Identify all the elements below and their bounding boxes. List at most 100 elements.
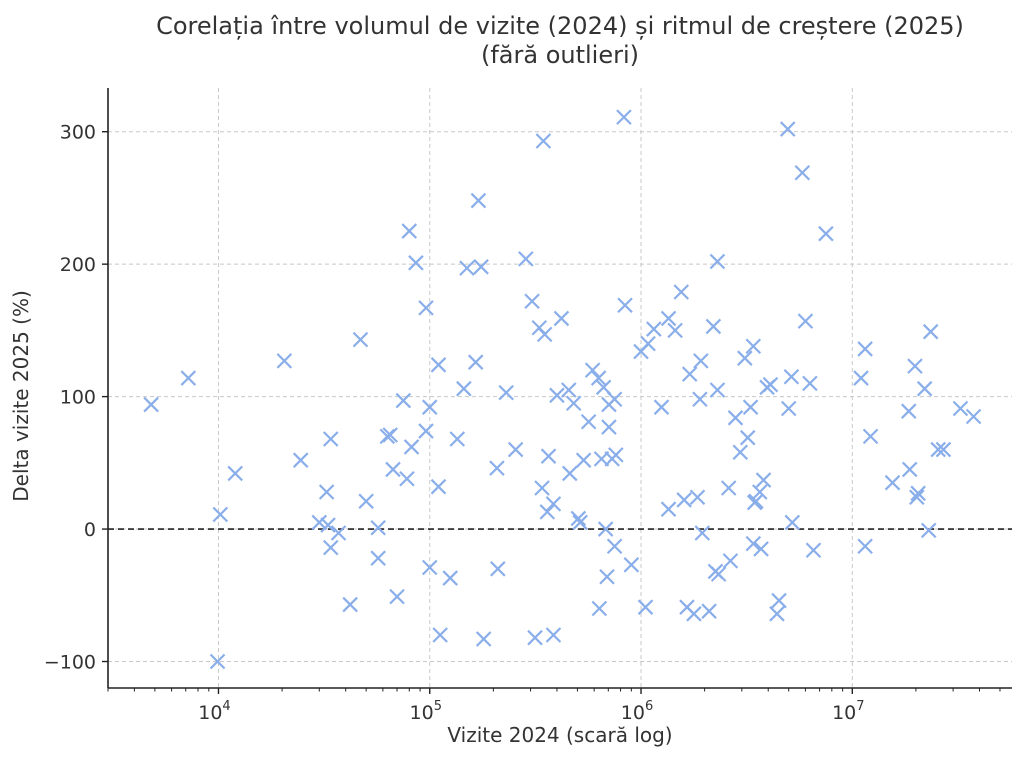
data-point-stroke [780, 400, 797, 417]
data-point [540, 448, 557, 464]
data-point [395, 392, 412, 409]
data-point [660, 501, 677, 517]
data-point [676, 492, 692, 508]
data-point [727, 410, 744, 426]
data-point-stroke [753, 541, 769, 557]
data-point [389, 588, 405, 605]
data-point [601, 419, 617, 435]
data-point-stroke [143, 396, 159, 413]
data-point-stroke [342, 596, 358, 613]
data-point-stroke [755, 472, 772, 488]
data-point-stroke [681, 366, 698, 382]
data-point [935, 441, 952, 458]
data-point-stroke [884, 474, 901, 491]
data-point-stroke [518, 251, 534, 267]
data-point [524, 293, 540, 310]
data-point [709, 253, 726, 270]
data-point [900, 403, 917, 419]
data-point-stroke [922, 323, 939, 340]
data-point [456, 380, 472, 397]
data-point-stroke [752, 484, 768, 500]
data-point [473, 259, 489, 275]
y-tick-label: 100 [60, 387, 96, 409]
data-point-stroke [709, 382, 726, 398]
data-point [709, 382, 726, 398]
data-point [553, 310, 570, 327]
x-axis-label: Vizite 2024 (scară log) [447, 723, 672, 747]
data-point-stroke [748, 493, 764, 510]
data-point-stroke [561, 465, 578, 482]
data-point-stroke [430, 478, 447, 495]
data-point-stroke [584, 362, 601, 378]
data-point-stroke [780, 121, 796, 137]
data-point-stroke [606, 538, 623, 555]
data-point-stroke [399, 470, 415, 487]
data-point [403, 439, 420, 455]
data-point [342, 596, 358, 613]
data-point [401, 223, 418, 239]
data-point-stroke [449, 431, 466, 447]
data-point-stroke [667, 322, 683, 339]
data-point [430, 357, 447, 373]
data-point [623, 557, 640, 573]
data-point-stroke [676, 492, 692, 508]
x-tick-label: 104 [198, 699, 230, 724]
x-tick-label: 105 [410, 699, 442, 724]
data-point [430, 478, 447, 495]
y-tick-label: 0 [84, 519, 96, 541]
data-point [780, 121, 796, 137]
data-point [681, 366, 698, 382]
data-point-stroke [601, 419, 617, 435]
data-point-stroke [920, 522, 937, 539]
data-point-stroke [580, 413, 597, 430]
data-point [449, 431, 466, 447]
data-point [780, 400, 797, 417]
data-point [385, 461, 401, 478]
data-point [732, 444, 749, 461]
data-point-stroke [771, 592, 787, 609]
data-point [920, 522, 937, 539]
data-point-stroke [358, 493, 374, 510]
data-point-stroke [660, 310, 677, 327]
data-point [527, 629, 543, 646]
data-point [565, 395, 582, 412]
y-tick-label: 300 [60, 122, 96, 144]
data-point-stroke [322, 539, 339, 556]
data-point [591, 600, 608, 617]
data-point [143, 396, 159, 413]
data-point [536, 326, 553, 343]
data-point [322, 539, 339, 556]
data-point [805, 542, 822, 559]
chart-title: Corelația între volumul de vizite (2024)… [156, 12, 964, 40]
data-point-stroke [389, 588, 405, 605]
data-point-stroke [545, 627, 562, 643]
data-point [745, 338, 762, 355]
data-point-stroke [952, 400, 969, 417]
data-point-stroke [430, 357, 447, 373]
y-tick-label: −100 [44, 652, 96, 674]
data-point-stroke [560, 382, 577, 398]
data-point [737, 350, 753, 366]
data-point [692, 391, 708, 408]
data-point [753, 541, 769, 557]
data-point-stroke [660, 501, 677, 517]
data-point [418, 423, 434, 439]
data-point [534, 480, 550, 496]
data-point-stroke [442, 570, 459, 586]
data-point-stroke [498, 384, 514, 401]
data-point [762, 376, 779, 393]
data-point-stroke [637, 599, 654, 615]
data-point [311, 514, 328, 531]
data-point [597, 521, 614, 537]
data-point-stroke [475, 631, 492, 647]
data-point [930, 441, 946, 458]
data-point [572, 514, 588, 531]
x-tick-base: 10 [410, 702, 434, 724]
data-point [694, 525, 711, 541]
data-point [739, 429, 756, 446]
data-point [701, 603, 717, 619]
data-point [901, 461, 918, 478]
data-point-stroke [617, 297, 633, 313]
data-point [276, 353, 293, 369]
